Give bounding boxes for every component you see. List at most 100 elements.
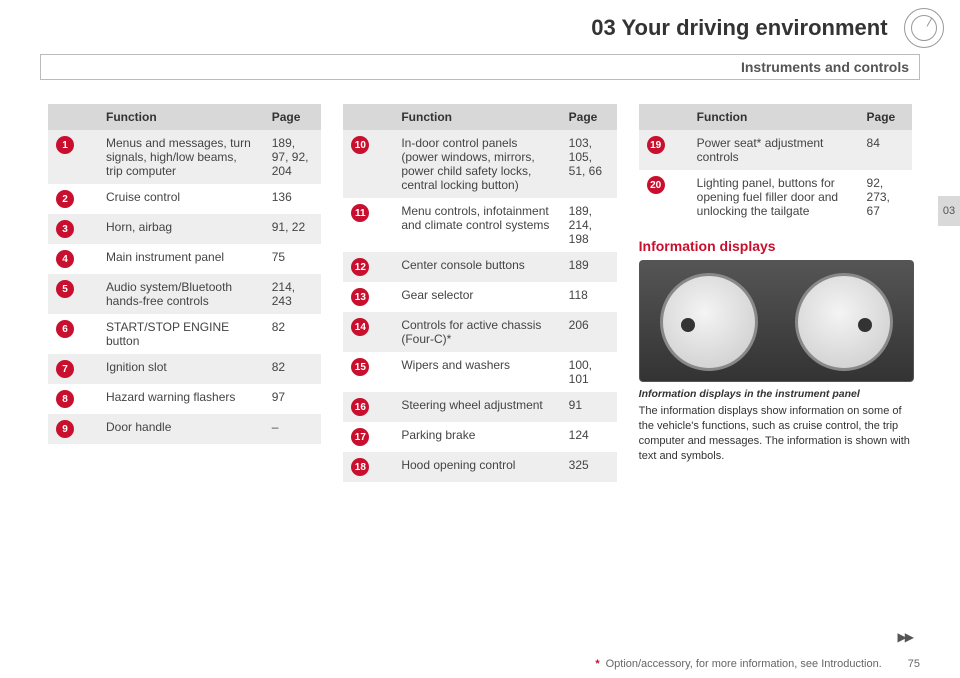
page-cell: 82 (264, 314, 322, 354)
page-cell: 118 (561, 282, 617, 312)
table-col-2: FunctionPage 10 In-door control panels (p… (343, 104, 616, 482)
bullet-icon: 1 (56, 136, 74, 154)
page-cell: – (264, 414, 322, 444)
bullet-icon: 9 (56, 420, 74, 438)
chapter-tab: 03 (938, 196, 960, 226)
section-heading: Information displays (639, 238, 912, 254)
table-row: 4 Main instrument panel75 (48, 244, 321, 274)
bullet-icon: 19 (647, 136, 665, 154)
function-cell: Center console buttons (393, 252, 560, 282)
footnote-star-icon: * (595, 658, 599, 670)
table-row: 1 Menus and messages, turn signals, high/… (48, 130, 321, 184)
function-cell: Ignition slot (98, 354, 264, 384)
page-cell: 136 (264, 184, 322, 214)
bullet-icon: 8 (56, 390, 74, 408)
page-cell: 92, 273, 67 (859, 170, 912, 224)
table-row: 14 Controls for active chassis (Four-C)*2… (343, 312, 616, 352)
function-cell: Hood opening control (393, 452, 560, 482)
table-row: 16Steering wheel adjustment91 (343, 392, 616, 422)
function-cell: Cruise control (98, 184, 264, 214)
section-body: The information displays show informatio… (639, 404, 912, 463)
right-dial-icon (795, 273, 893, 371)
page-cell: 206 (561, 312, 617, 352)
bullet-icon: 16 (351, 398, 369, 416)
function-cell: Gear selector (393, 282, 560, 312)
col-header-page: Page (264, 104, 322, 130)
left-dial-icon (660, 273, 758, 371)
page-cell: 189 (561, 252, 617, 282)
function-cell: Menu controls, infotainment and climate … (393, 198, 560, 252)
table-row: 3 Horn, airbag91, 22 (48, 214, 321, 244)
footnote-text: Option/accessory, for more information, … (606, 658, 882, 670)
function-cell: Hazard warning flashers (98, 384, 264, 414)
function-cell: Power seat* adjustment controls (689, 130, 859, 170)
bullet-icon: 11 (351, 204, 369, 222)
table-row: 7 Ignition slot82 (48, 354, 321, 384)
page-cell: 100, 101 (561, 352, 617, 392)
function-cell: Main instrument panel (98, 244, 264, 274)
continuation-icon: ▶▶ (898, 630, 912, 644)
page-cell: 91 (561, 392, 617, 422)
table-row: 10 In-door control panels (power windows,… (343, 130, 616, 198)
table-row: 11 Menu controls, infotainment and climat… (343, 198, 616, 252)
page-cell: 124 (561, 422, 617, 452)
function-cell: In-door control panels (power windows, m… (393, 130, 560, 198)
function-table-3: FunctionPage 19 Power seat* adjustment co… (639, 104, 912, 224)
page-number: 75 (908, 658, 920, 670)
table-row: 6 START/STOP ENGINE button82 (48, 314, 321, 354)
table-row: 15 Wipers and washers100, 101 (343, 352, 616, 392)
bullet-icon: 20 (647, 176, 665, 194)
page-cell: 189, 214, 198 (561, 198, 617, 252)
table-row: 5 Audio system/Bluetooth hands-free contr… (48, 274, 321, 314)
bullet-icon: 6 (56, 320, 74, 338)
gauge-icon (904, 8, 944, 48)
bullet-icon: 12 (351, 258, 369, 276)
function-cell: Wipers and washers (393, 352, 560, 392)
function-cell: Menus and messages, turn signals, high/l… (98, 130, 264, 184)
col-header-page: Page (859, 104, 912, 130)
table-col-3: FunctionPage 19 Power seat* adjustment co… (639, 104, 912, 482)
page-cell: 325 (561, 452, 617, 482)
page-cell: 189, 97, 92, 204 (264, 130, 322, 184)
function-table-1: FunctionPage 1Menus and messages, turn s… (48, 104, 321, 444)
table-row: 18 Hood opening control325 (343, 452, 616, 482)
function-cell: START/STOP ENGINE button (98, 314, 264, 354)
col-header-function: Function (689, 104, 859, 130)
image-caption: Information displays in the instrument p… (639, 388, 912, 400)
function-cell: Controls for active chassis (Four-C)* (393, 312, 560, 352)
col-header-page: Page (561, 104, 617, 130)
page-cell: 214, 243 (264, 274, 322, 314)
bullet-icon: 4 (56, 250, 74, 268)
table-row: 8Hazard warning flashers97 (48, 384, 321, 414)
bullet-icon: 7 (56, 360, 74, 378)
function-table-2: FunctionPage 10 In-door control panels (p… (343, 104, 616, 482)
content-columns: FunctionPage 1Menus and messages, turn s… (48, 104, 912, 482)
table-row: 13Gear selector118 (343, 282, 616, 312)
table-row: 12 Center console buttons189 (343, 252, 616, 282)
bullet-icon: 10 (351, 136, 369, 154)
table-row: 17Parking brake124 (343, 422, 616, 452)
function-cell: Parking brake (393, 422, 560, 452)
table-row: 20Lighting panel, buttons for opening fu… (639, 170, 912, 224)
bullet-icon: 2 (56, 190, 74, 208)
page-cell: 91, 22 (264, 214, 322, 244)
bullet-icon: 3 (56, 220, 74, 238)
function-cell: Audio system/Bluetooth hands-free contro… (98, 274, 264, 314)
page-cell: 82 (264, 354, 322, 384)
table-col-1: FunctionPage 1Menus and messages, turn s… (48, 104, 321, 482)
bullet-icon: 18 (351, 458, 369, 476)
bullet-icon: 5 (56, 280, 74, 298)
col-header-function: Function (393, 104, 560, 130)
function-cell: Door handle (98, 414, 264, 444)
page-cell: 75 (264, 244, 322, 274)
function-cell: Horn, airbag (98, 214, 264, 244)
page-cell: 84 (859, 130, 912, 170)
table-row: 9 Door handle– (48, 414, 321, 444)
chapter-title: 03 Your driving environment (591, 15, 887, 41)
table-row: 19 Power seat* adjustment controls84 (639, 130, 912, 170)
page-footer: * Option/accessory, for more information… (40, 658, 920, 670)
instrument-panel-image (639, 260, 914, 382)
bullet-icon: 15 (351, 358, 369, 376)
page-header: 03 Your driving environment (16, 8, 944, 48)
bullet-icon: 14 (351, 318, 369, 336)
